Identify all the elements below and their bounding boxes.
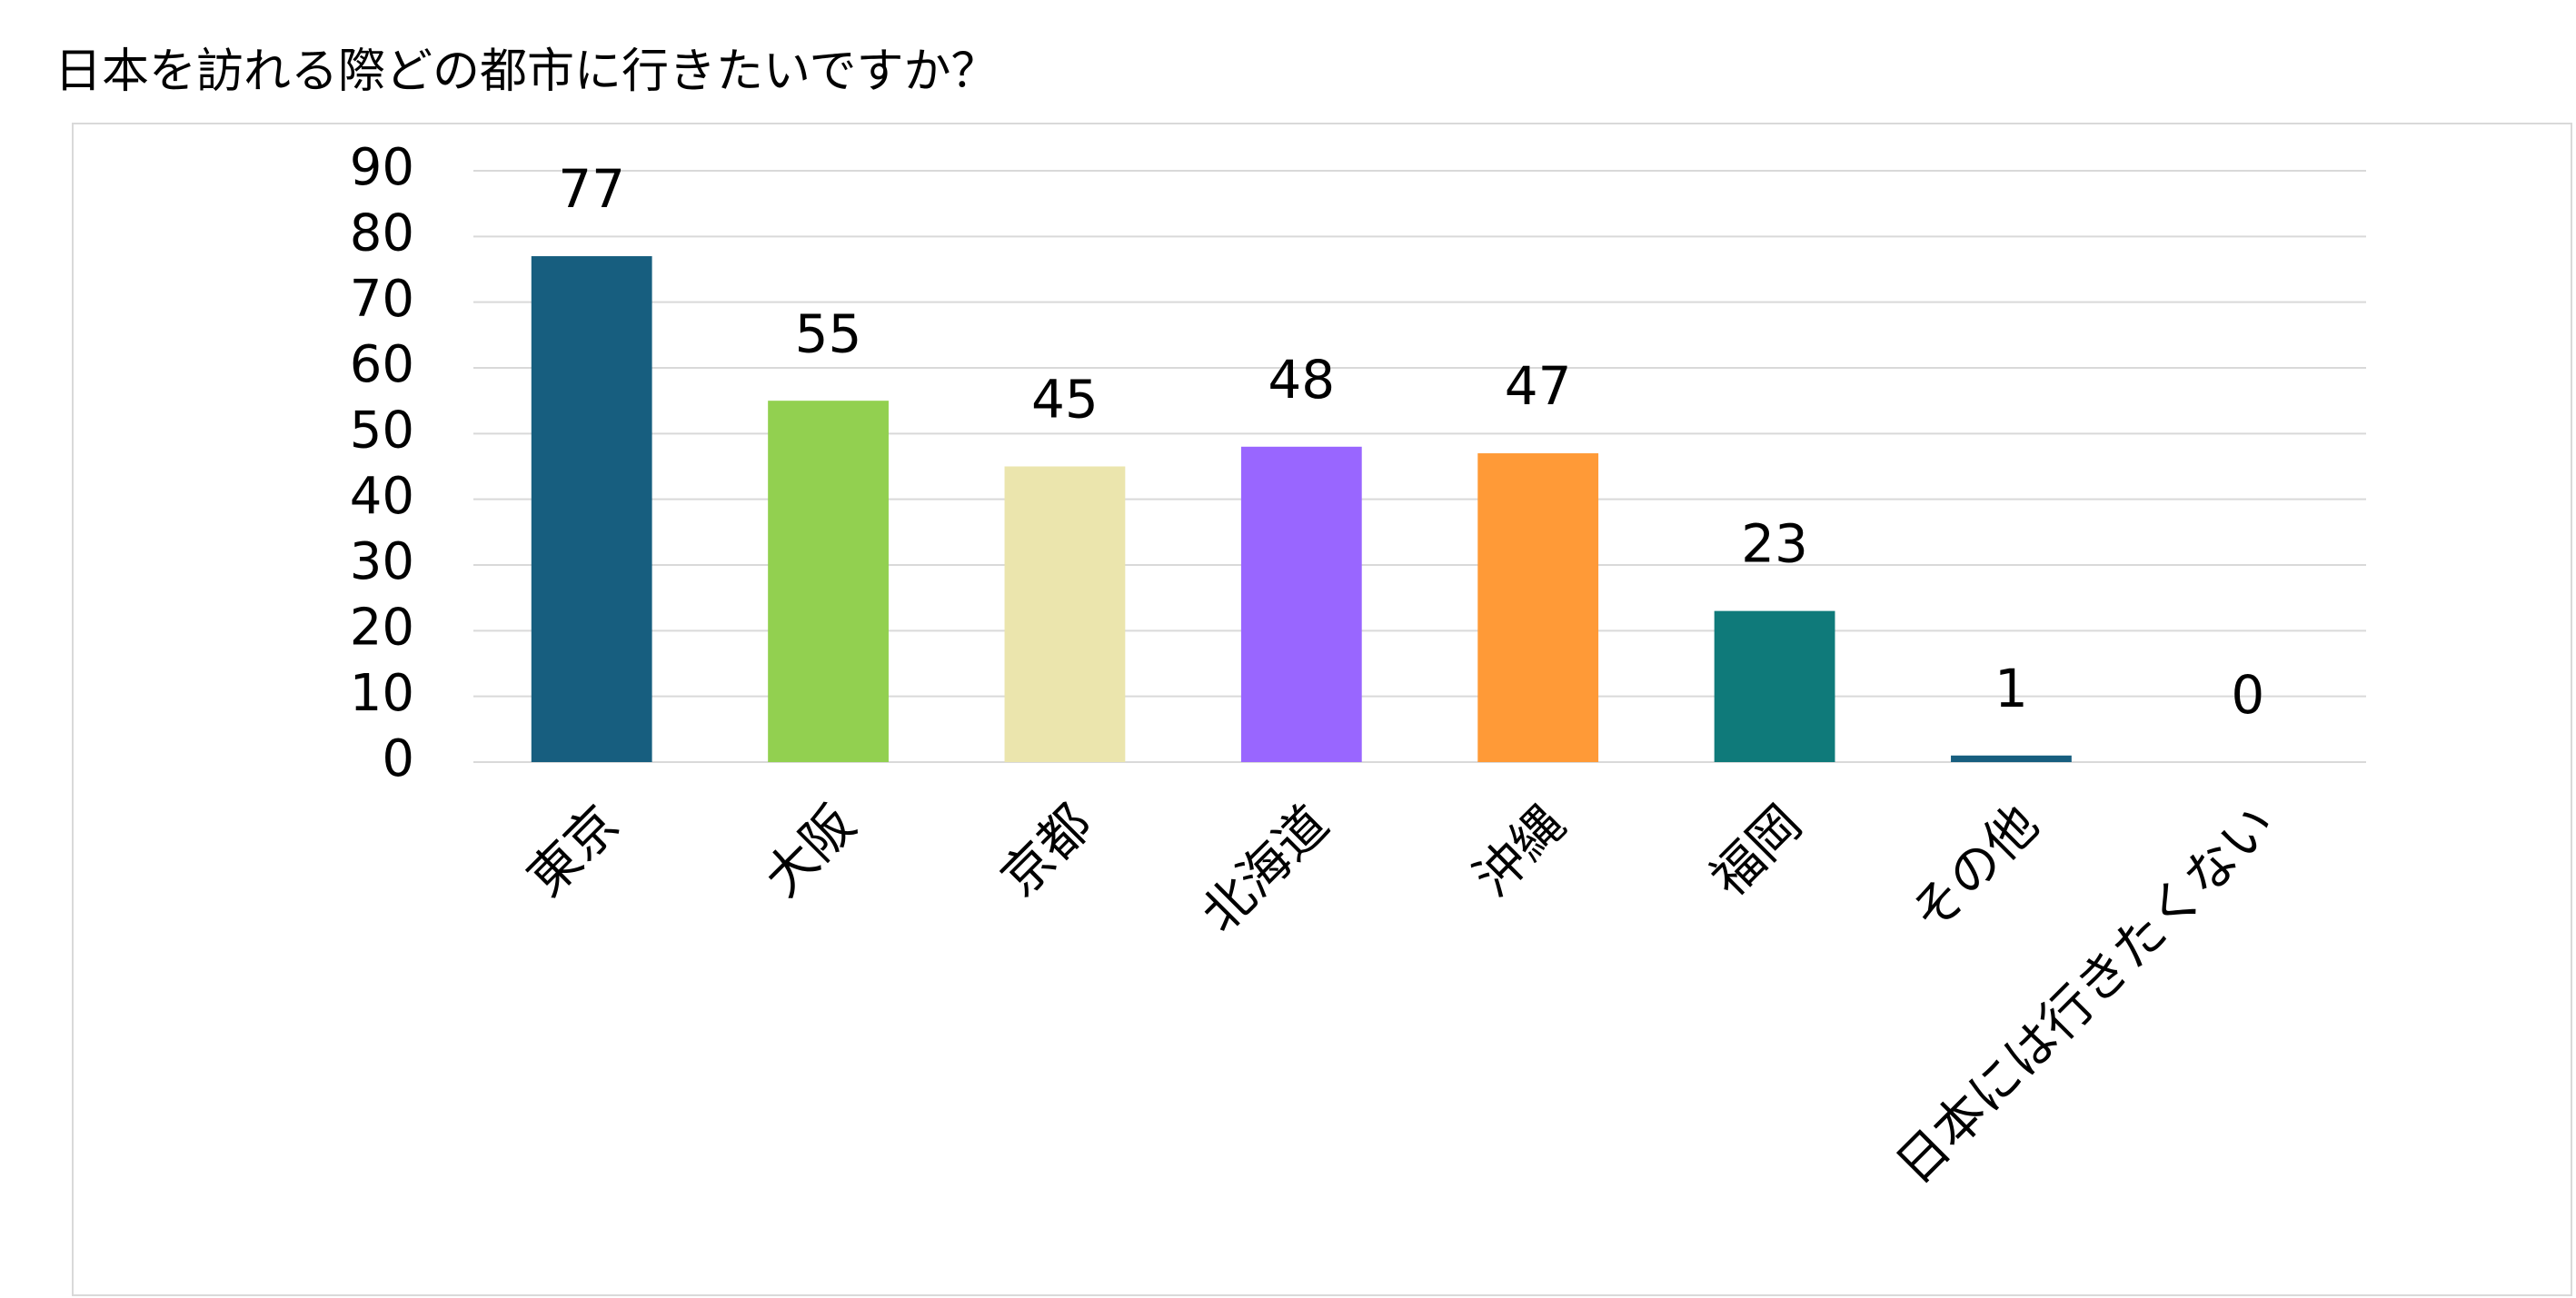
bar: [1714, 610, 1835, 762]
bar: [1477, 453, 1599, 762]
y-tick-label: 10: [350, 664, 414, 723]
data-label: 1: [1994, 658, 2028, 719]
y-tick-label: 60: [350, 335, 414, 394]
y-tick-label: 0: [382, 729, 414, 788]
y-tick-label: 50: [350, 401, 414, 460]
y-tick-label: 20: [350, 598, 414, 657]
data-label: 0: [2231, 664, 2264, 726]
y-tick-label: 90: [350, 138, 414, 197]
data-label: 23: [1741, 513, 1808, 575]
data-label: 55: [795, 302, 862, 364]
y-tick-label: 70: [350, 270, 414, 329]
bar: [768, 401, 889, 762]
chart-title: 日本を訪れる際どの都市に行きたいですか？: [55, 45, 998, 99]
data-label: 47: [1505, 355, 1572, 417]
data-label: 77: [558, 158, 625, 220]
y-tick-label: 40: [350, 467, 414, 526]
bar: [531, 256, 652, 762]
y-tick-label: 80: [350, 203, 414, 263]
data-label: 48: [1268, 349, 1335, 411]
bar: [1240, 446, 1362, 762]
data-label: 45: [1031, 369, 1099, 431]
bar: [1004, 466, 1126, 762]
bar: [1951, 755, 2072, 762]
y-tick-label: 30: [350, 532, 414, 591]
